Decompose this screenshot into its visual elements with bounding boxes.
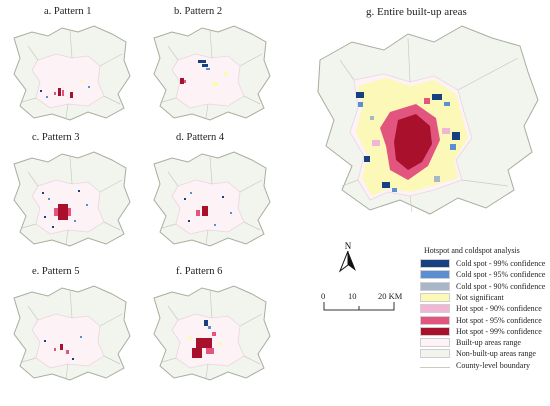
legend-swatch [420,281,450,291]
legend-label: Cold spot - 99% confidence [456,259,546,268]
legend-label: Non-built-up areas range [456,349,536,359]
map-pattern-3 [13,151,131,247]
legend-item: County-level boundary [420,360,530,371]
legend-swatch [420,366,450,368]
legend-label: Hot spot - 99% confidence [456,326,542,336]
legend-swatch [420,349,450,359]
coldspot-clusters [356,92,460,192]
map-pattern-4 [153,151,271,247]
legend-title: Hotspot and coldspot analysis [424,246,520,255]
scale-tick-0: 0 [321,291,326,301]
legend-label: Hot spot - 95% confidence [456,315,542,325]
legend-swatch [420,338,450,348]
legend-item: Cold spot - 99% confidence [420,258,545,269]
scale-bar [323,302,395,311]
legend-label: Not significant [456,292,504,302]
legend-swatch [420,292,450,302]
legend-item: Non-built-up areas range [420,348,536,359]
map-pattern-6 [153,285,271,381]
panel-title-d: d. Pattern 4 [176,132,225,143]
legend-swatch [420,304,450,314]
scale-tick-20: 20 KM [378,291,403,301]
legend-swatch [420,259,450,268]
hotspot-cluster [40,80,90,98]
map-pattern-2 [153,25,271,121]
panel-title-f: f. Pattern 6 [176,266,223,277]
map-entire-builtup [317,25,539,215]
legend-item: Cold spot - 95% confidence [420,269,545,280]
legend-swatch [420,270,450,280]
legend-label: Cold spot - 90% confidence [456,281,546,291]
panel-title-a: a. Pattern 1 [44,6,92,17]
legend-swatch [420,315,450,325]
legend-label: County-level boundary [456,360,530,370]
hotspot-core [372,98,450,180]
north-label: N [345,241,352,251]
legend-label: Hot spot - 90% confidence [456,304,542,314]
panel-title-g: g. Entire built-up areas [366,6,467,18]
scale-tick-10: 10 [348,291,357,301]
legend-item: Built-up areas range [420,337,521,348]
north-arrow-icon: N [338,241,356,273]
legend-item: Not significant [420,292,504,303]
legend-item: Hot spot - 90% confidence [420,303,542,314]
map-pattern-1 [13,25,131,121]
map-pattern-5 [13,285,131,381]
legend-item: Hot spot - 95% confidence [420,315,542,326]
legend-label: Cold spot - 95% confidence [456,270,546,280]
panel-title-c: c. Pattern 3 [32,132,80,143]
legend-swatch [420,326,450,336]
legend-label: Built-up areas range [456,338,521,348]
panel-title-b: b. Pattern 2 [174,6,223,17]
legend-item: Cold spot - 90% confidence [420,281,545,292]
panel-title-e: e. Pattern 5 [32,266,80,277]
legend-item: Hot spot - 99% confidence [420,326,542,337]
